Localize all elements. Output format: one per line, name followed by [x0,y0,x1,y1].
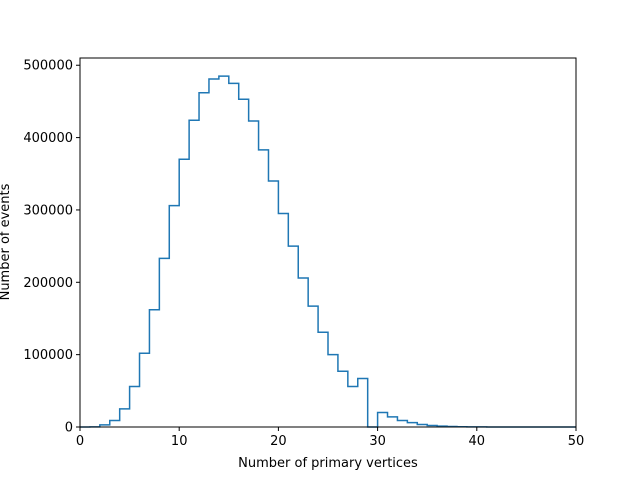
y-tick-label: 400000 [23,131,73,146]
histogram-step-line [80,75,576,428]
y-tick-label: 0 [65,421,73,436]
x-axis-label: Number of primary vertices [238,456,418,471]
y-axis-ticks: 0 100000 200000 300000 400000 500000 [23,59,80,436]
x-axis-ticks: 0 10 20 30 40 50 [76,427,584,449]
y-tick-label: 100000 [23,348,73,363]
x-tick-label: 10 [171,434,188,449]
x-tick-label: 30 [369,434,386,449]
y-tick-label: 200000 [23,276,73,291]
x-tick-label: 0 [76,434,84,449]
x-tick-label: 20 [270,434,287,449]
y-tick-label: 300000 [23,203,73,218]
y-axis-label: Number of events [0,183,13,300]
x-tick-label: 50 [568,434,585,449]
axes-frame [79,57,577,428]
x-tick-label: 40 [469,434,486,449]
y-tick-label: 500000 [23,59,73,74]
